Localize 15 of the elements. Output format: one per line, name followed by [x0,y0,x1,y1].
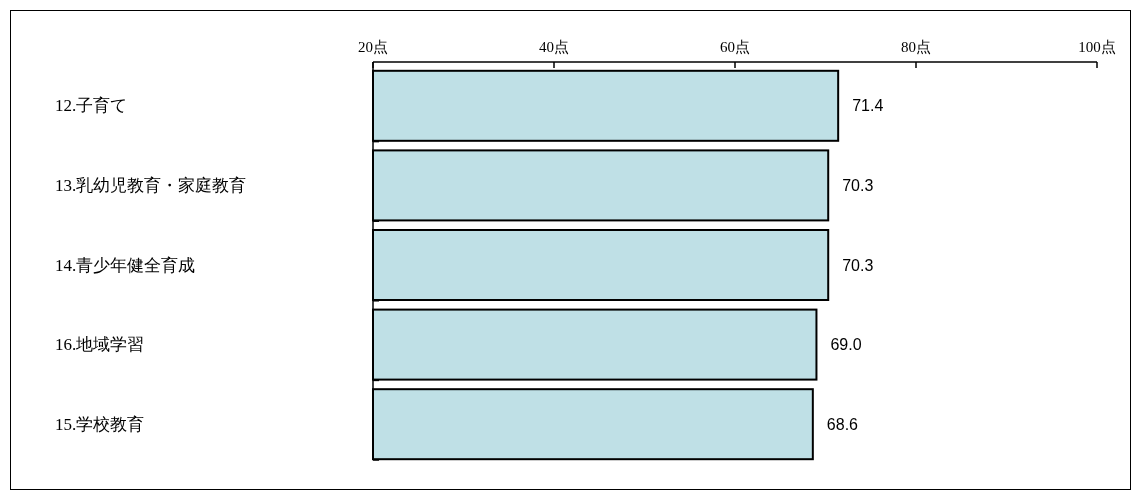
data-label: 69.0 [830,336,862,354]
x-tick-label: 100点 [1078,39,1116,55]
x-tick-label: 20点 [358,39,388,55]
y-tick-label: 13.乳幼児教育・家庭教育 [55,175,247,195]
data-label: 68.6 [826,415,859,433]
data-label: 71.4 [852,97,884,115]
y-tick-label: 12.子育て [55,96,128,116]
y-tick-label: 16.地域学習 [55,335,145,355]
x-tick-label: 40点 [539,39,569,55]
y-tick-label: 15.学校教育 [55,414,145,434]
x-tick-label: 80点 [901,39,931,55]
data-label: 70.3 [842,256,874,274]
data-label: 70.3 [842,176,874,194]
y-tick-label: 14.青少年健全育成 [55,255,196,275]
x-tick-label: 60点 [720,39,750,55]
